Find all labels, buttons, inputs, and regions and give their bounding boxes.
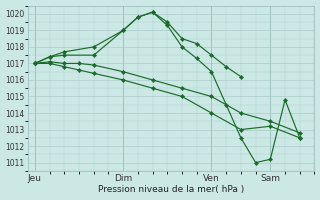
X-axis label: Pression niveau de la mer( hPa ): Pression niveau de la mer( hPa )	[98, 185, 244, 194]
